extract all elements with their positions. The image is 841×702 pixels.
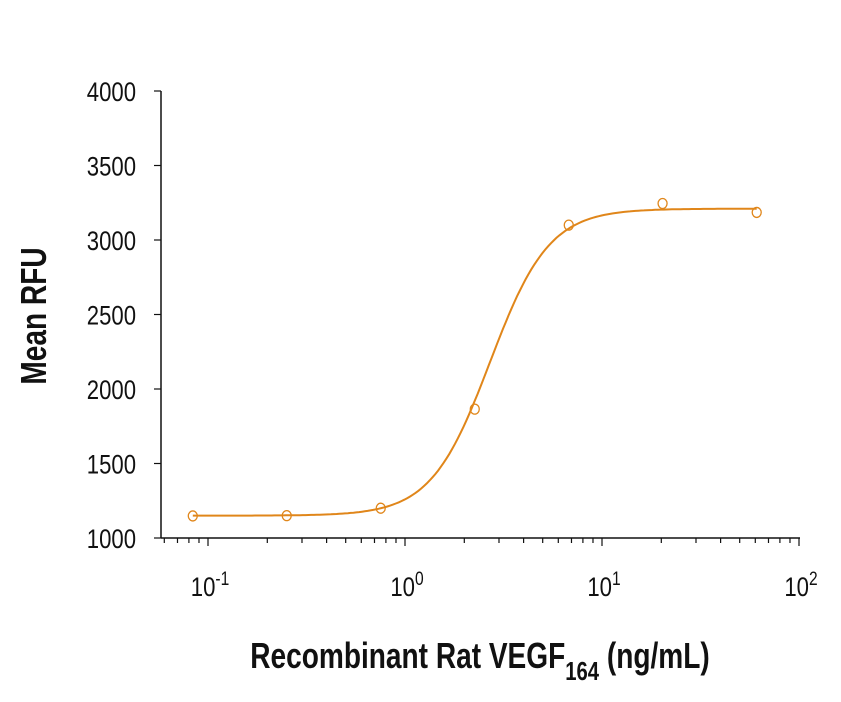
x-tick-label: 100 xyxy=(390,568,423,603)
data-point xyxy=(657,197,668,210)
data-point xyxy=(563,219,574,231)
y-axis-title: Mean RFU xyxy=(14,247,54,384)
x-axis-title: Recombinant Rat VEGF164 (ng/mL) xyxy=(250,636,709,686)
data-point xyxy=(187,510,198,522)
y-tick-label: 4000 xyxy=(87,78,136,108)
fit-curve xyxy=(192,207,757,517)
axes: 1000 1500 2000 2500 3000 3500 4000 10-1 100 101 10… xyxy=(87,78,818,603)
y-tick-label: 2000 xyxy=(87,376,136,406)
x-tick-label: 102 xyxy=(784,568,817,603)
x-tick-label: 101 xyxy=(587,568,620,603)
x-axis-title-main: Recombinant Rat VEGF xyxy=(250,636,565,676)
svg-text:Recombinant Rat VEGF164(ng/mL): Recombinant Rat VEGF164 (ng/mL) xyxy=(250,636,709,686)
y-tick-label: 3000 xyxy=(87,227,136,257)
data-point xyxy=(281,510,292,522)
x-axis-title-subscript: 164 xyxy=(565,657,599,686)
x-axis-title-unit: (ng/mL) xyxy=(607,636,710,676)
y-tick-label: 2500 xyxy=(87,302,136,332)
y-tick-label: 1000 xyxy=(87,525,136,555)
x-tick-label: 10-1 xyxy=(191,568,229,603)
data-point xyxy=(375,502,386,514)
y-tick-label: 3500 xyxy=(87,153,136,183)
y-tick-label: 1500 xyxy=(87,451,136,481)
data-point xyxy=(469,403,480,415)
fit-curve-group xyxy=(192,207,757,517)
data-points xyxy=(187,197,762,522)
data-point xyxy=(751,206,762,219)
